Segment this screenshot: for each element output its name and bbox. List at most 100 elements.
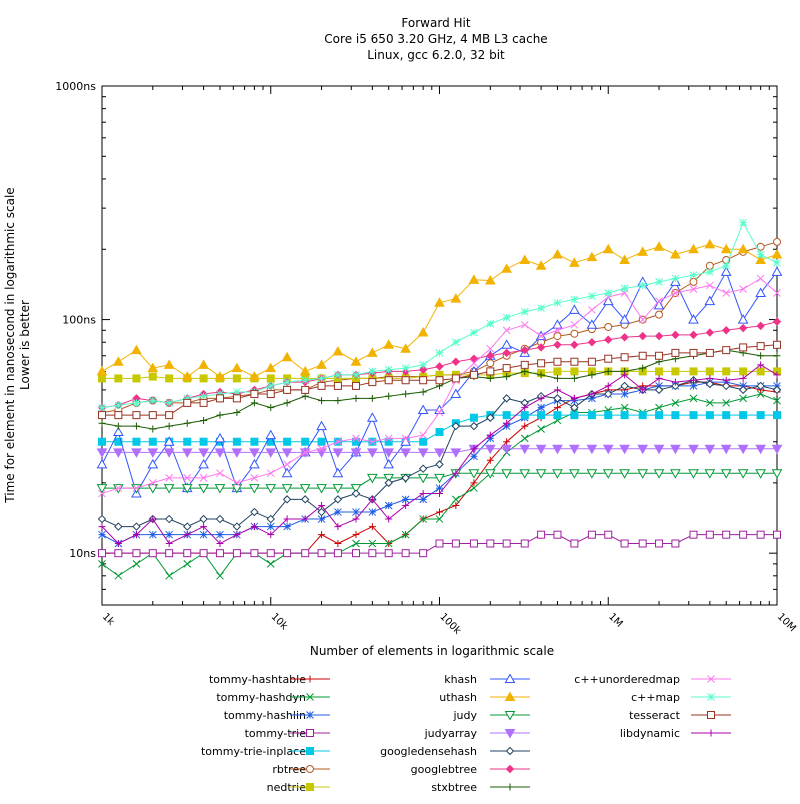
data-point (250, 437, 259, 446)
data-point (96, 448, 108, 458)
data-point (570, 403, 579, 412)
legend-label: uthash (439, 691, 477, 704)
data-point (738, 323, 748, 333)
data-point (586, 469, 598, 479)
data-point (604, 367, 612, 375)
data-point (484, 274, 496, 285)
data-point (689, 285, 698, 293)
data-point (620, 353, 629, 362)
data-point (148, 437, 157, 446)
data-point (417, 473, 429, 484)
data-point (131, 344, 142, 355)
data-point (249, 371, 260, 381)
data-point (638, 331, 647, 341)
data-point (402, 501, 410, 509)
data-point (316, 484, 327, 494)
data-point (384, 478, 393, 488)
data-point (334, 370, 342, 379)
data-point (401, 364, 410, 372)
data-point (755, 469, 767, 479)
data-point (637, 246, 649, 256)
data-point (306, 693, 314, 701)
data-point (502, 313, 511, 322)
data-point (214, 371, 226, 381)
data-point (435, 539, 444, 548)
data-point (164, 514, 174, 524)
data-point (739, 411, 748, 420)
data-point (250, 507, 259, 517)
data-point (366, 347, 378, 357)
data-point (352, 394, 360, 402)
data-point (401, 495, 410, 504)
data-point (283, 437, 292, 446)
series-stxbtree (98, 346, 781, 433)
data-point (707, 711, 715, 719)
data-point (706, 374, 714, 382)
data-point (98, 489, 106, 498)
data-point (384, 376, 393, 385)
data-point (721, 381, 731, 391)
data-point (383, 339, 395, 349)
data-point (450, 293, 462, 303)
data-point (163, 448, 175, 458)
data-point (655, 297, 663, 305)
data-point (199, 474, 208, 482)
data-point (215, 394, 224, 403)
data-point (537, 411, 546, 420)
data-point (419, 437, 428, 446)
data-point (755, 287, 767, 297)
data-point (96, 484, 108, 494)
x-tick-label: 100k (437, 611, 463, 637)
data-point (147, 484, 159, 494)
data-point (97, 514, 107, 524)
data-point (98, 403, 106, 412)
data-point (486, 344, 495, 353)
data-point (147, 362, 159, 373)
data-point (570, 320, 579, 329)
data-point (368, 378, 377, 387)
data-point (183, 531, 191, 539)
data-point (638, 315, 647, 324)
data-point (112, 448, 124, 458)
data-point (306, 729, 314, 737)
data-point (722, 399, 731, 407)
data-point (570, 295, 579, 304)
data-point (316, 420, 327, 431)
data-point (332, 484, 344, 494)
data-point (620, 284, 629, 293)
data-point (148, 396, 157, 405)
data-point (384, 549, 393, 558)
x-axis-label: Number of elements in logarithmic scale (310, 644, 554, 658)
data-point (501, 263, 513, 273)
data-point (503, 419, 511, 427)
legend-item: judy (452, 709, 530, 722)
data-point (756, 411, 765, 420)
data-point (350, 484, 362, 494)
data-point (435, 376, 444, 385)
legend-item: stxbtree (431, 781, 530, 794)
data-point (436, 490, 443, 498)
data-point (352, 539, 360, 548)
data-point (132, 531, 140, 539)
data-point (671, 289, 680, 297)
data-point (383, 448, 395, 458)
data-point (215, 549, 224, 558)
data-point (233, 388, 241, 396)
data-point (470, 359, 478, 368)
legend-label: c++unorderedmap (574, 673, 680, 686)
data-point (368, 539, 377, 548)
data-point (216, 469, 224, 478)
data-point (639, 386, 647, 394)
data-point (553, 404, 561, 412)
legend-item: googledensehash (380, 745, 530, 758)
data-point (352, 508, 360, 516)
data-point (689, 394, 698, 403)
data-point (199, 530, 208, 539)
data-point (721, 326, 731, 335)
data-point (486, 351, 495, 360)
data-point (352, 370, 360, 379)
data-point (520, 434, 529, 443)
legend-item: tommy-trie-inplace (201, 745, 330, 758)
data-point (233, 479, 241, 487)
data-point (383, 458, 395, 469)
